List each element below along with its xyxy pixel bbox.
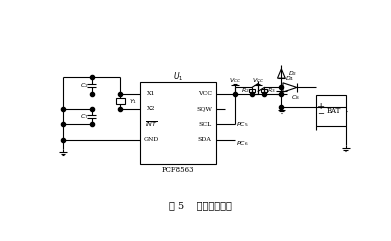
Text: SQW: SQW	[197, 107, 213, 112]
Text: $C_8$: $C_8$	[291, 93, 300, 102]
Bar	[316, 95, 346, 126]
Bar	[140, 82, 215, 164]
Text: $U_1$: $U_1$	[173, 70, 183, 83]
Text: $PC_5$: $PC_5$	[236, 120, 249, 129]
Text: X1: X1	[147, 91, 156, 96]
Text: 图 5    实时时钟电路: 图 5 实时时钟电路	[169, 201, 231, 210]
Bar	[249, 89, 255, 92]
Text: GND: GND	[143, 137, 159, 142]
Text: $R_2$: $R_2$	[240, 86, 249, 95]
Text: $\overline{INT}$: $\overline{INT}$	[145, 120, 158, 129]
Text: +: +	[317, 102, 325, 111]
Text: $V_{CC}$: $V_{CC}$	[229, 76, 241, 85]
Text: $D_2$: $D_2$	[288, 69, 298, 78]
Text: BAT: BAT	[327, 107, 341, 114]
Text: PCF8563: PCF8563	[161, 166, 194, 174]
Bar	[261, 89, 267, 92]
Text: X2: X2	[147, 107, 156, 112]
Bar	[115, 98, 125, 104]
Text: $R_3$: $R_3$	[267, 86, 276, 95]
Text: $D_4$: $D_4$	[285, 74, 294, 83]
Text: $Y_1$: $Y_1$	[129, 97, 137, 106]
Text: SCL: SCL	[198, 122, 211, 127]
Text: SDA: SDA	[198, 137, 212, 142]
Text: $PC_6$: $PC_6$	[236, 139, 249, 148]
Text: VCC: VCC	[197, 91, 212, 96]
Text: −: −	[317, 110, 325, 118]
Text: $C_2$: $C_2$	[80, 81, 89, 90]
Text: $V_{CC}$: $V_{CC}$	[252, 76, 264, 85]
Text: $C_7$: $C_7$	[80, 112, 89, 121]
